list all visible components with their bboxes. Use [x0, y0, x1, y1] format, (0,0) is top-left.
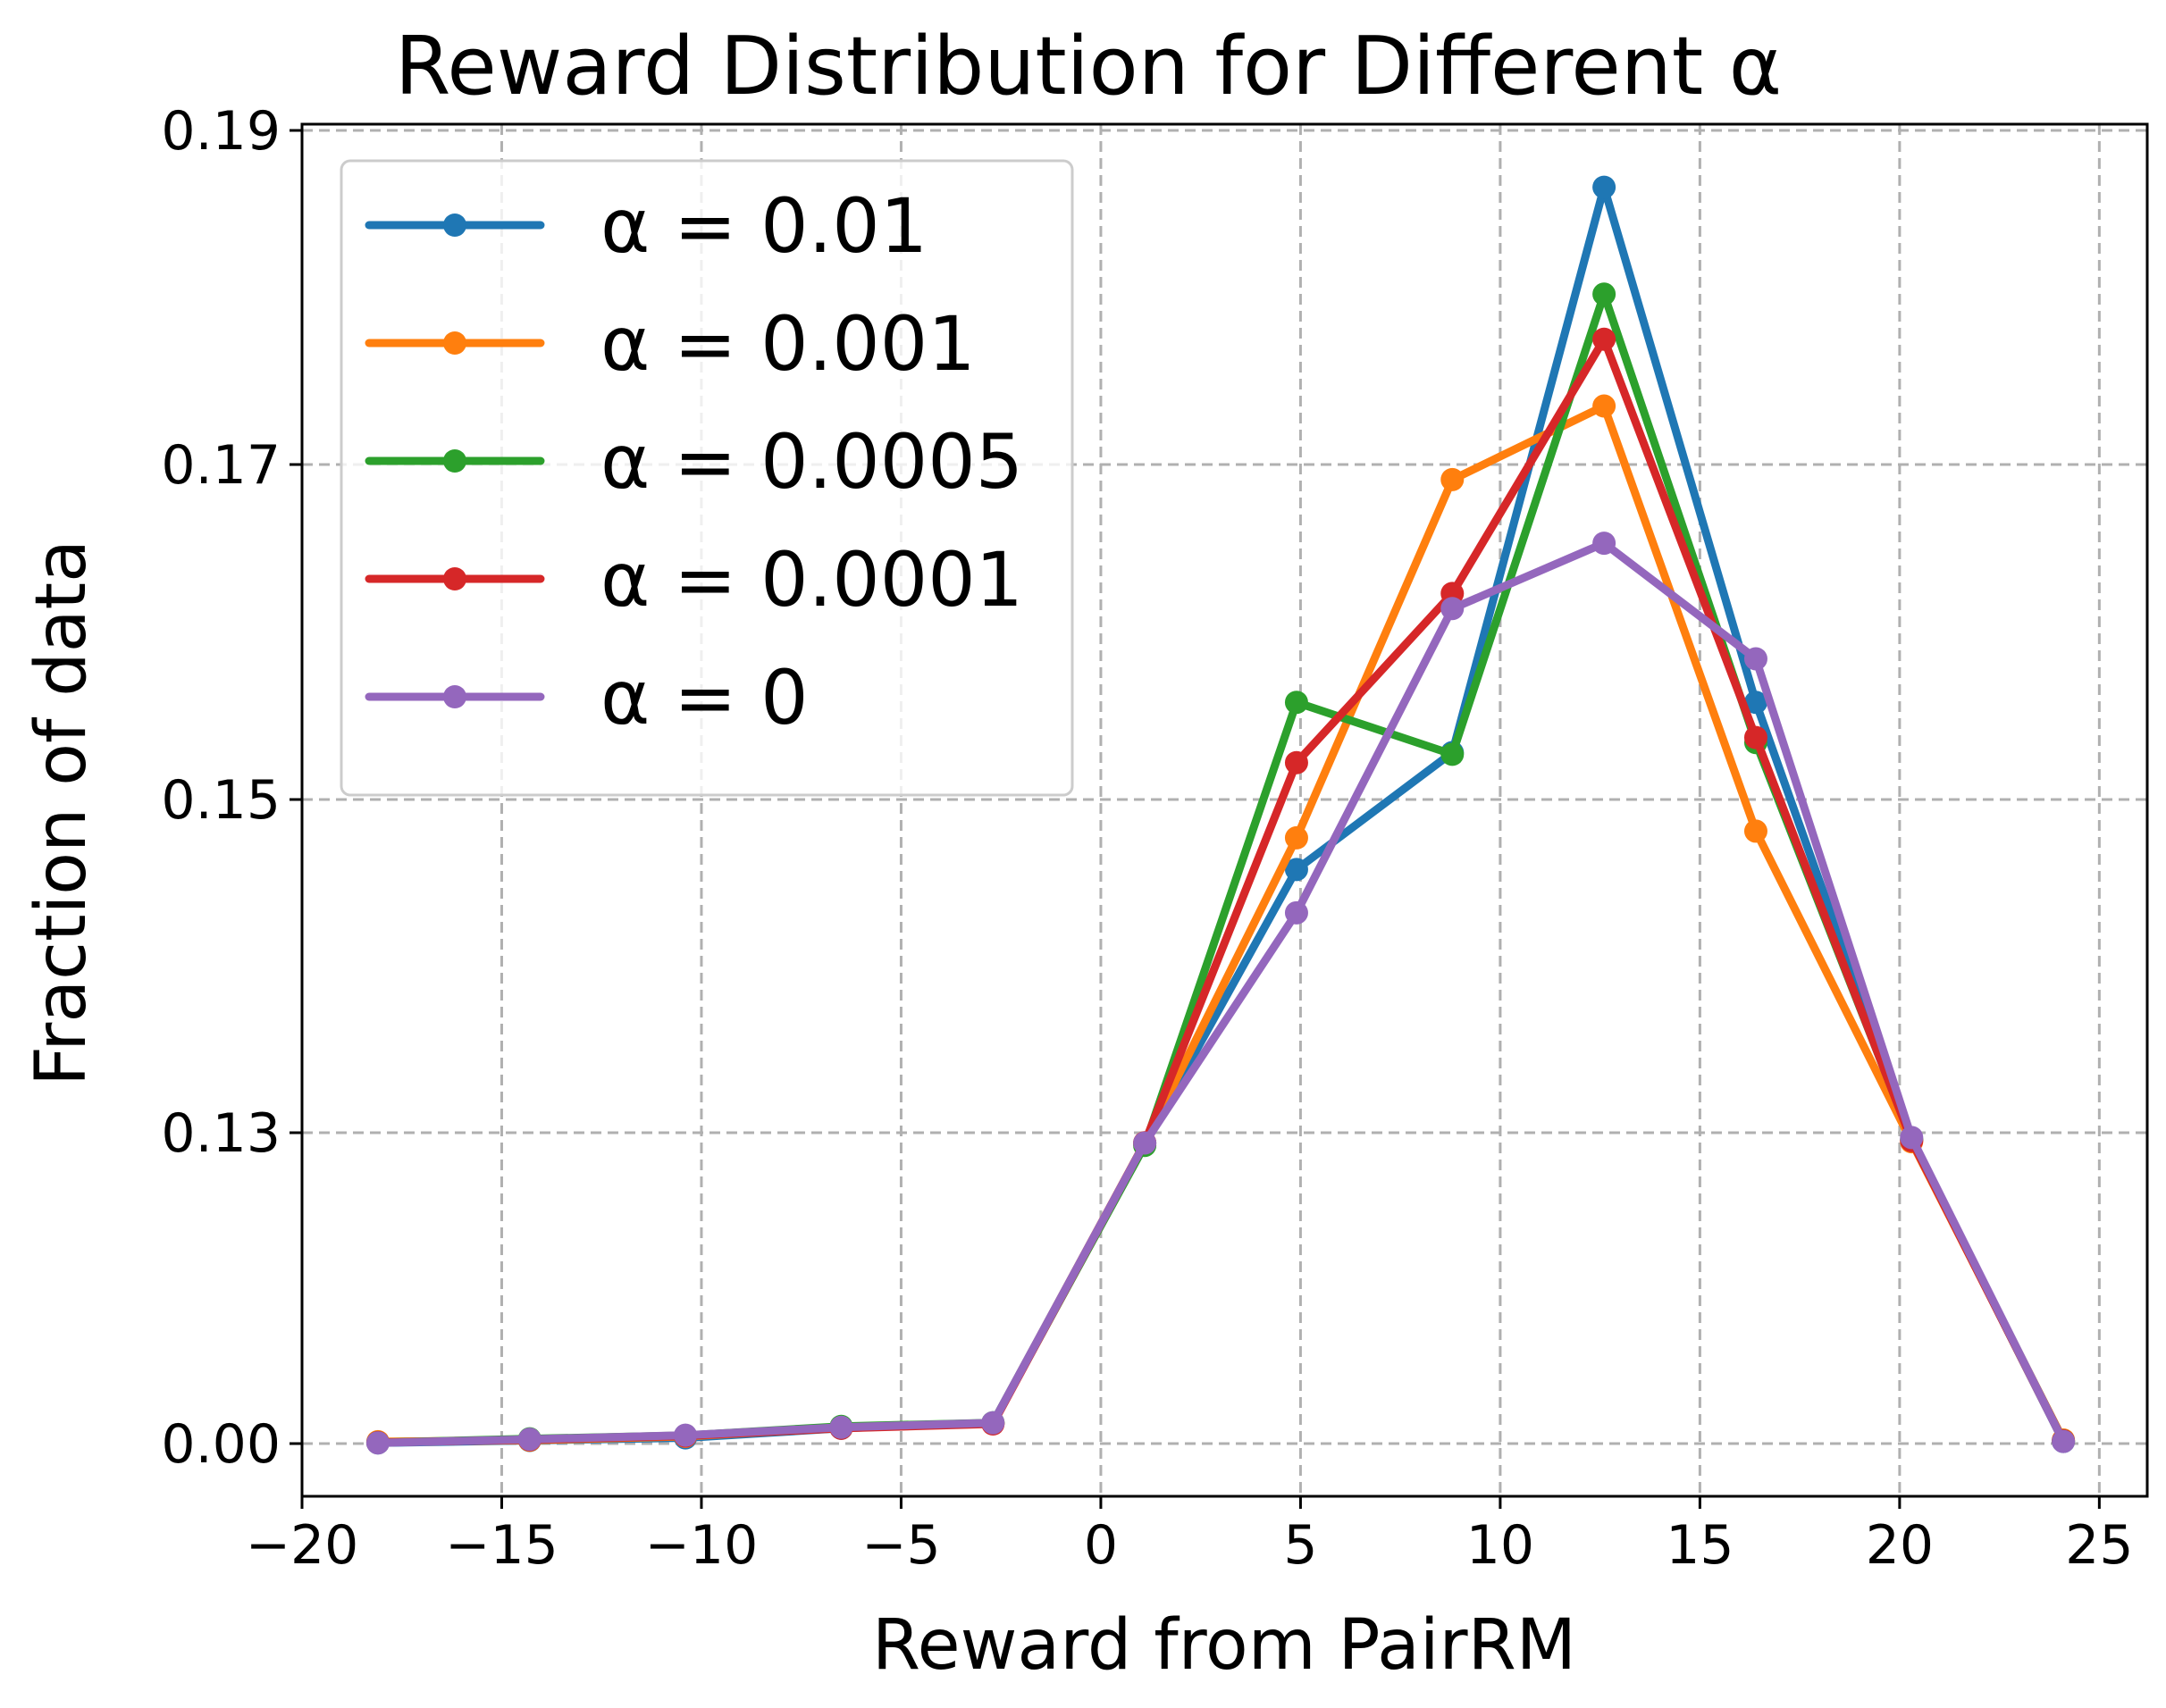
data-point [981, 1411, 1005, 1435]
y-tick-label: 0.19 [161, 100, 281, 163]
data-point [2052, 1429, 2076, 1453]
data-point [1133, 1131, 1157, 1155]
data-point [1592, 532, 1616, 556]
legend-label: α = 0.0005 [600, 418, 1023, 506]
data-point [1284, 858, 1308, 882]
data-point [674, 1423, 698, 1447]
data-point [1592, 175, 1616, 199]
chart-title: Reward Distribution for Different α [395, 20, 1782, 113]
data-point [1284, 750, 1308, 774]
legend-item: α = 0.001 [365, 300, 976, 388]
legend-label: α = 0 [600, 654, 809, 741]
legend-marker [443, 449, 466, 473]
series-group [365, 175, 2076, 1455]
data-point [1284, 825, 1308, 850]
data-point [1743, 725, 1767, 749]
data-point [1743, 819, 1767, 843]
data-point [1592, 327, 1616, 351]
series--0 [365, 532, 2076, 1455]
data-point [1284, 900, 1308, 925]
legend-marker [443, 685, 466, 708]
data-point [1743, 691, 1767, 715]
data-point [1592, 394, 1616, 418]
legend-marker [443, 214, 466, 237]
y-tick-label: 0.17 [161, 434, 281, 497]
legend-label: α = 0.001 [600, 300, 976, 388]
plot-frame [300, 122, 2149, 1498]
y-tick-label: 0.13 [161, 1102, 281, 1165]
data-point [1440, 467, 1465, 491]
x-tick-label: −20 [246, 1514, 359, 1577]
legend-marker [443, 567, 466, 590]
legend-item: α = 0 [365, 654, 809, 741]
legend: α = 0.01 α = 0.001 α = 0.0005 α = 0.0001 α =… [340, 159, 1074, 797]
data-point [517, 1428, 542, 1452]
data-point [829, 1415, 853, 1439]
x-tick-label: 0 [1084, 1514, 1118, 1577]
legend-box [340, 159, 1074, 797]
x-tick-label: −15 [445, 1514, 558, 1577]
data-point [1743, 647, 1767, 671]
data-point [1900, 1126, 1924, 1150]
data-point [1440, 597, 1465, 621]
legend-item: α = 0.0001 [365, 536, 1023, 624]
legend-item: α = 0.01 [365, 182, 928, 270]
grid [300, 124, 2147, 1496]
legend-item: α = 0.0005 [365, 418, 1023, 506]
y-tick-label: 0.00 [161, 1413, 281, 1476]
series-line [374, 539, 2068, 1447]
axis-ticks: −20 −15 −10 −5 0 5 10 15 20 25 0.00 0.13 0.15 0.17 0.1… [161, 100, 2133, 1577]
data-point [1592, 282, 1616, 306]
y-axis-label: Fraction of data [21, 540, 102, 1086]
x-axis-label: Reward from PairRM [872, 1605, 1576, 1686]
legend-label: α = 0.01 [600, 182, 928, 270]
x-tick-label: 15 [1666, 1514, 1734, 1577]
data-point [365, 1431, 390, 1455]
x-tick-label: 5 [1283, 1514, 1317, 1577]
data-point [1440, 742, 1465, 766]
x-tick-label: −5 [861, 1514, 940, 1577]
x-tick-label: 20 [1866, 1514, 1934, 1577]
y-tick-label: 0.15 [161, 769, 281, 832]
legend-marker [443, 331, 466, 355]
data-point [1284, 691, 1308, 715]
x-tick-label: 10 [1466, 1514, 1534, 1577]
x-tick-label: 25 [2065, 1514, 2133, 1577]
x-tick-label: −10 [645, 1514, 759, 1577]
legend-label: α = 0.0001 [600, 536, 1023, 624]
